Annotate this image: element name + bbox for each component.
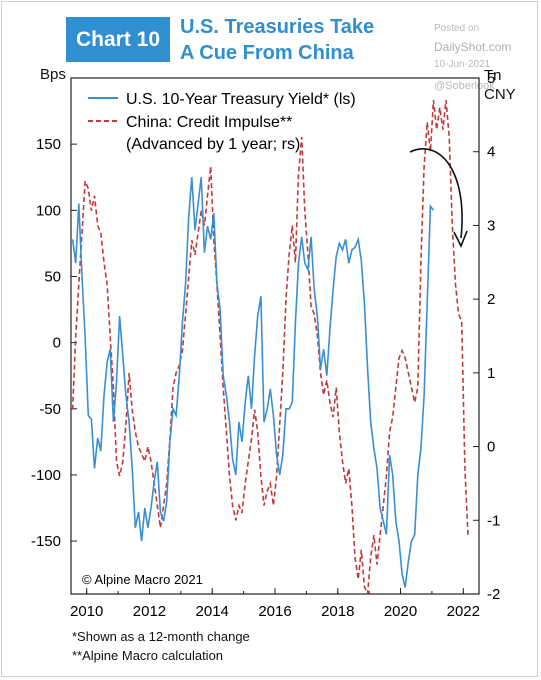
y-left-ticks: 150 100 50 0 -50 -100 -150	[31, 136, 77, 550]
y-right-axis-label: Tn CNY	[484, 66, 516, 104]
x-tick-label: 2018	[321, 603, 354, 620]
x-tick-label: 2014	[196, 603, 229, 620]
watermark-date: 10-Jun-2021	[434, 59, 491, 70]
y-right-tick-label: -2	[487, 586, 500, 603]
legend-label-us: U.S. 10-Year Treasury Yield* (ls)	[126, 91, 356, 108]
y-right-tick-label: 0	[487, 439, 495, 456]
y-right-label-line-1: Tn	[484, 67, 502, 84]
y-right-tick-label: 3	[487, 217, 495, 234]
x-tick-label: 2020	[384, 603, 417, 620]
footnote-1: *Shown as a 12-month change	[72, 629, 250, 644]
x-tick-label: 2010	[70, 603, 103, 620]
y-left-tick-label: -150	[31, 533, 61, 550]
y-right-tick-label: 2	[487, 291, 495, 308]
y-left-tick-label: -50	[39, 401, 61, 418]
y-right-tick-label: 5	[487, 70, 495, 87]
watermark-posted: Posted on	[434, 23, 480, 34]
x-tick-label: 2016	[258, 603, 291, 620]
legend-label-china-line-2: (Advanced by 1 year; rs)	[126, 136, 300, 153]
title-line-1: U.S. Treasuries Take	[180, 16, 375, 38]
series-line-us-10y-yield	[71, 177, 435, 588]
y-left-axis-label: Bps	[40, 66, 66, 83]
annotation-arrow	[409, 148, 468, 248]
legend-label-china: China: Credit Impulse**	[126, 114, 292, 131]
series-line-china-credit-impulse	[71, 100, 469, 595]
y-right-tick-label: 4	[487, 144, 495, 161]
watermark-site: DailyShot.com	[434, 40, 512, 54]
x-tick-label: 2022	[447, 603, 480, 620]
chart-number: Chart 10	[75, 27, 161, 51]
y-right-tick-label: -1	[487, 512, 500, 529]
y-right-tick-label: 1	[487, 365, 495, 382]
watermark: Posted on DailyShot.com 10-Jun-2021	[434, 20, 511, 74]
y-left-tick-label: 50	[44, 268, 61, 285]
source-note: © Alpine Macro 2021	[82, 572, 203, 587]
title-line-2: A Cue From China	[180, 42, 354, 64]
footnote-2: **Alpine Macro calculation	[72, 648, 224, 663]
plot-area	[70, 77, 480, 595]
x-tick-label: 2012	[133, 603, 166, 620]
y-left-tick-label: -100	[31, 467, 61, 484]
y-left-tick-label: 150	[36, 136, 61, 153]
y-right-ticks: 5 4 3 2 1 0 -1 -2	[473, 70, 500, 603]
y-right-label-line-2: CNY	[484, 86, 516, 103]
chart-number-badge: Chart 10	[66, 17, 170, 62]
y-left-tick-label: 100	[36, 202, 61, 219]
legend: U.S. 10-Year Treasury Yield* (ls) China:…	[88, 91, 356, 153]
chart-title: U.S. Treasuries Take A Cue From China	[180, 14, 374, 66]
x-ticks: 2010 2012 2014 2016 2018 2020 2022	[70, 588, 480, 620]
y-left-tick-label: 0	[53, 335, 61, 352]
